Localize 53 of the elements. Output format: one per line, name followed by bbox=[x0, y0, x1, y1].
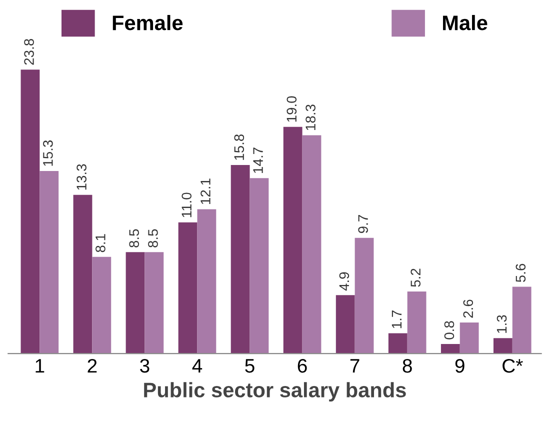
data-label: 5.6 bbox=[516, 264, 526, 282]
bar bbox=[336, 295, 355, 354]
x-tick-label: 9 bbox=[455, 358, 464, 373]
x-tick-label: 1 bbox=[36, 359, 44, 373]
x-tick-label: 8 bbox=[402, 358, 412, 373]
bar bbox=[354, 238, 374, 354]
data-label: 8.5 bbox=[148, 229, 158, 248]
bar bbox=[283, 126, 302, 354]
bar bbox=[20, 70, 40, 354]
bar bbox=[126, 252, 145, 354]
data-label: 0.8 bbox=[444, 321, 454, 340]
bar bbox=[73, 194, 92, 354]
x-tick-label: 2 bbox=[88, 358, 97, 373]
data-label: 18.3 bbox=[306, 104, 316, 130]
bar bbox=[40, 171, 59, 354]
bar bbox=[250, 178, 269, 354]
data-label: 14.7 bbox=[253, 148, 263, 173]
bar bbox=[230, 165, 250, 354]
data-label: 19.0 bbox=[286, 96, 297, 122]
data-label: 5.2 bbox=[410, 268, 421, 287]
x-axis-title: Public sector salary bands bbox=[144, 382, 406, 402]
data-label: 15.8 bbox=[234, 134, 244, 160]
bar bbox=[493, 338, 512, 354]
bar bbox=[407, 292, 426, 354]
data-label: 8.1 bbox=[96, 234, 106, 252]
x-tick-label: 3 bbox=[140, 358, 150, 373]
data-label: 13.3 bbox=[76, 164, 86, 190]
data-label: 9.7 bbox=[358, 215, 368, 234]
legend-label: Female bbox=[112, 14, 183, 30]
x-tick-label: C* bbox=[502, 358, 523, 373]
data-label: 11.0 bbox=[182, 192, 192, 218]
data-label: 4.9 bbox=[339, 272, 350, 291]
data-label: 12.1 bbox=[200, 178, 210, 204]
bar bbox=[388, 333, 408, 354]
data-label: 1.3 bbox=[496, 315, 507, 333]
legend-label: Male bbox=[443, 14, 488, 30]
x-tick-label: 6 bbox=[298, 358, 307, 373]
data-label: 15.3 bbox=[43, 140, 53, 166]
bar bbox=[144, 252, 164, 354]
bar bbox=[302, 135, 322, 354]
x-tick-label: 5 bbox=[245, 359, 254, 373]
data-label: 1.7 bbox=[392, 310, 402, 328]
bar bbox=[512, 286, 532, 354]
data-label: 23.8 bbox=[24, 38, 34, 65]
bar bbox=[92, 256, 112, 354]
bar bbox=[178, 222, 198, 354]
x-tick-label: 7 bbox=[350, 359, 360, 373]
x-tick-label: 4 bbox=[192, 359, 202, 373]
bar bbox=[440, 344, 460, 354]
bar bbox=[197, 209, 216, 354]
data-label: 2.6 bbox=[463, 300, 474, 318]
bar bbox=[460, 322, 479, 354]
data-label: 8.5 bbox=[129, 229, 139, 248]
